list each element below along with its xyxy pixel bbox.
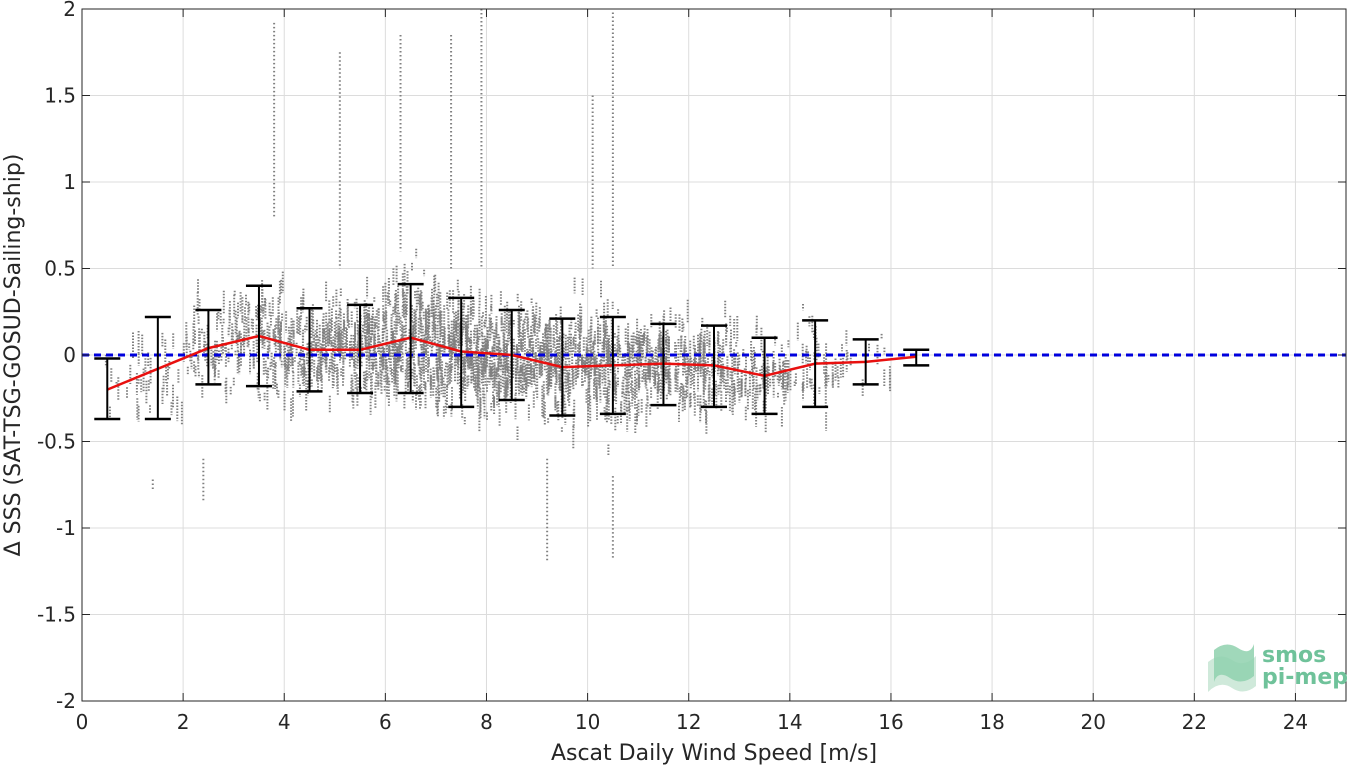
x-tick-label: 22 [1182,710,1207,734]
y-tick-label: -0.5 [37,430,76,454]
logo-text-pimep: pi-mep [1262,665,1348,690]
smos-pimep-logo: smos pi-mep [1208,643,1348,692]
x-tick-label: 24 [1283,710,1308,734]
error-bars [94,282,930,421]
x-tick-label: 8 [480,710,493,734]
logo-text-smos: smos [1262,643,1326,668]
y-tick-label: -1.5 [37,603,76,627]
y-tick-label: 0 [63,343,76,367]
y-tick-label: 1.5 [44,84,76,108]
y-axis-title: Δ SSS (SAT-TSG-GOSUD-Sailing-ship) [1,154,26,557]
y-tick-label: 2 [63,0,76,21]
x-tick-label: 16 [878,710,903,734]
x-tick-label: 4 [278,710,291,734]
x-axis-title: Ascat Daily Wind Speed [m/s] [551,741,877,766]
x-tick-label: 0 [76,710,89,734]
x-tick-label: 12 [676,710,701,734]
y-tick-label: -1 [56,516,76,540]
x-tick-label: 6 [379,710,392,734]
x-tick-label: 14 [777,710,802,734]
logo-wave-icon-front [1214,644,1254,682]
x-tick-label: 18 [979,710,1004,734]
y-tick-label: 0.5 [44,257,76,281]
x-tick-label: 20 [1080,710,1105,734]
axis-ticks: 0 2 4 6 8 10 12 14 16 18 20 22 24-2-1.5-1-0.500.511.… [37,0,1346,734]
x-tick-label: 10 [575,710,600,734]
y-tick-label: -2 [56,689,76,713]
y-tick-label: 1 [63,170,76,194]
x-tick-label: 2 [177,710,190,734]
